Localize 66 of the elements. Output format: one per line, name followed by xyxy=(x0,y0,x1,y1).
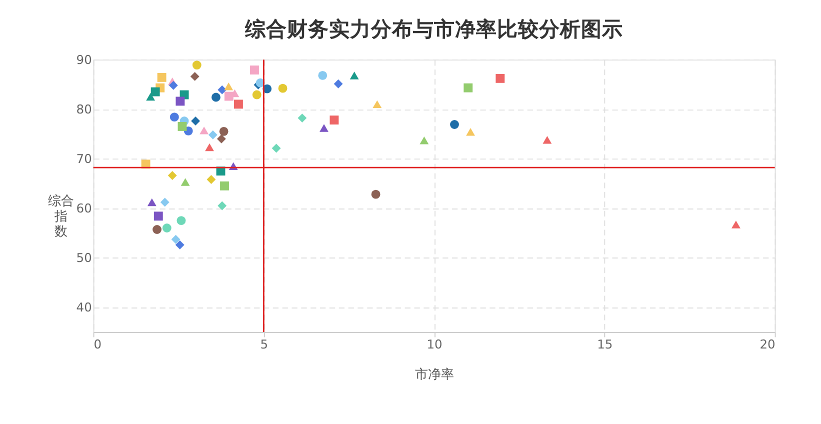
point xyxy=(224,82,234,90)
point xyxy=(219,126,228,136)
x-tick-label: 10 xyxy=(426,338,442,352)
point xyxy=(205,143,214,152)
point xyxy=(220,181,229,190)
point xyxy=(450,120,459,129)
point xyxy=(218,201,227,210)
point xyxy=(200,126,209,134)
point xyxy=(252,90,262,100)
point xyxy=(190,72,200,81)
y-tick-label: 70 xyxy=(76,152,92,166)
point xyxy=(350,72,359,80)
point xyxy=(272,144,281,153)
chart-title: 综合财务实力分布与市净率比较分析图示 xyxy=(244,17,624,42)
point xyxy=(168,171,177,180)
point xyxy=(250,66,259,74)
point xyxy=(371,190,380,199)
point xyxy=(466,128,475,136)
point xyxy=(208,130,218,140)
point xyxy=(147,198,156,206)
point xyxy=(224,92,234,101)
point xyxy=(218,85,227,94)
point xyxy=(171,234,180,244)
y-tick-label: 40 xyxy=(76,300,92,314)
point xyxy=(178,122,187,131)
point xyxy=(146,92,156,101)
point xyxy=(216,134,226,144)
x-tick-label: 0 xyxy=(94,338,102,352)
point xyxy=(320,124,328,132)
y-tick-label: 80 xyxy=(76,102,92,116)
point xyxy=(731,220,740,228)
point xyxy=(496,74,505,83)
point xyxy=(180,178,190,186)
point xyxy=(154,212,163,221)
y-tick-label: 60 xyxy=(76,201,92,216)
point xyxy=(420,136,429,144)
point xyxy=(330,116,339,125)
point xyxy=(372,100,382,108)
point xyxy=(160,198,170,207)
point xyxy=(170,112,179,122)
x-tick-label: 5 xyxy=(260,338,268,352)
point xyxy=(168,80,178,90)
point xyxy=(191,116,200,126)
point xyxy=(542,136,552,144)
point xyxy=(318,71,328,80)
point xyxy=(162,224,172,232)
point xyxy=(234,100,243,109)
x-tick-label: 15 xyxy=(597,338,613,352)
point xyxy=(150,87,160,96)
point xyxy=(175,240,184,250)
point xyxy=(157,72,166,82)
point xyxy=(176,216,186,226)
point xyxy=(464,83,473,92)
point xyxy=(334,79,343,88)
point xyxy=(192,60,202,70)
point xyxy=(206,175,216,184)
point xyxy=(152,225,162,234)
y-axis-title: 综合指数 xyxy=(48,194,74,240)
point xyxy=(298,114,307,123)
point xyxy=(212,92,220,102)
y-tick-label: 90 xyxy=(76,52,92,67)
x-tick-label: 20 xyxy=(760,338,776,352)
x-axis-title: 市净率 xyxy=(415,366,454,383)
y-tick-label: 50 xyxy=(76,250,92,265)
point xyxy=(176,96,185,106)
point xyxy=(278,84,288,93)
